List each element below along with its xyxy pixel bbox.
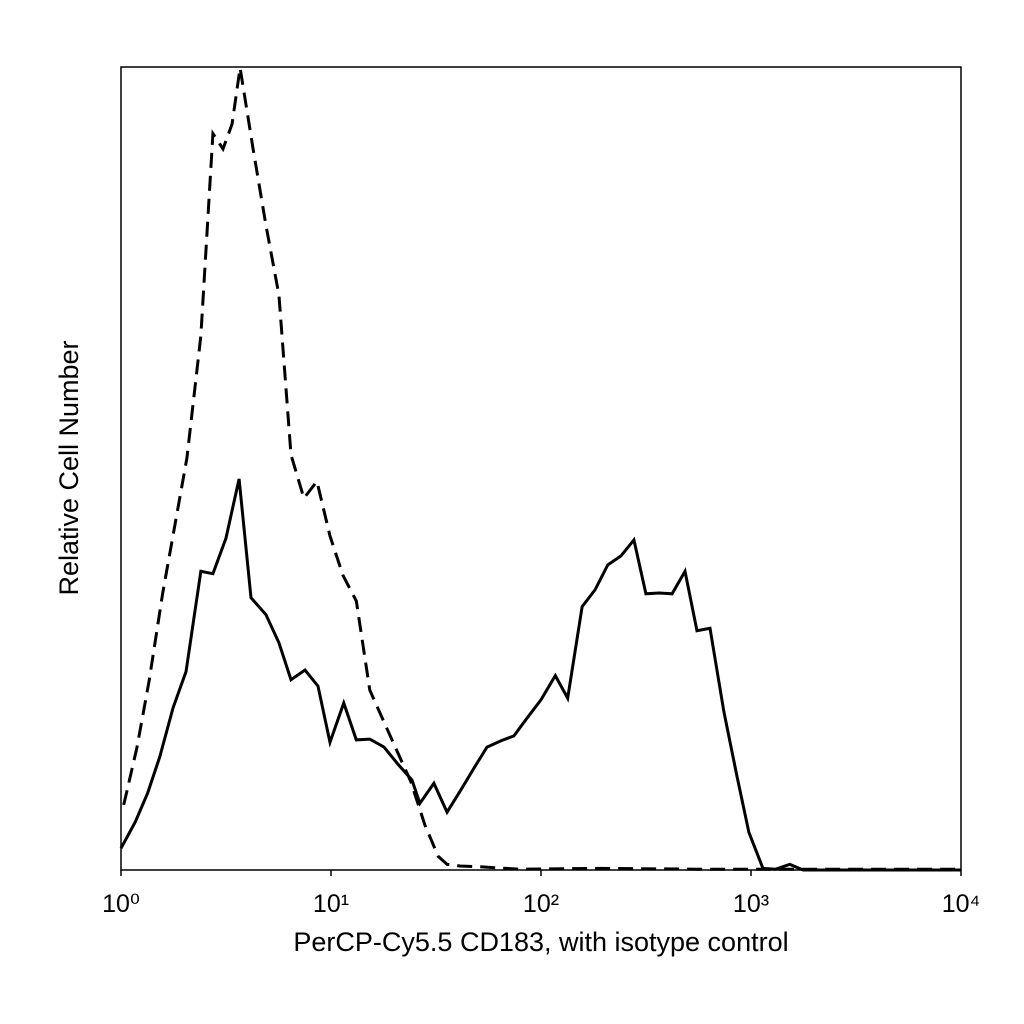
x-tick-label: 10⁰ — [102, 890, 140, 918]
x-axis-label: PerCP-Cy5.5 CD183, with isotype control — [293, 927, 788, 957]
solid-line — [119, 478, 961, 872]
dashed-line — [122, 67, 961, 871]
x-tick-label: 10¹ — [313, 890, 349, 918]
x-tick-label: 10³ — [733, 890, 769, 918]
x-tick-label: 10² — [523, 890, 559, 918]
x-tick-label: 10⁴ — [942, 890, 981, 918]
plot-frame — [120, 66, 962, 871]
y-axis-label: Relative Cell Number — [54, 340, 84, 595]
